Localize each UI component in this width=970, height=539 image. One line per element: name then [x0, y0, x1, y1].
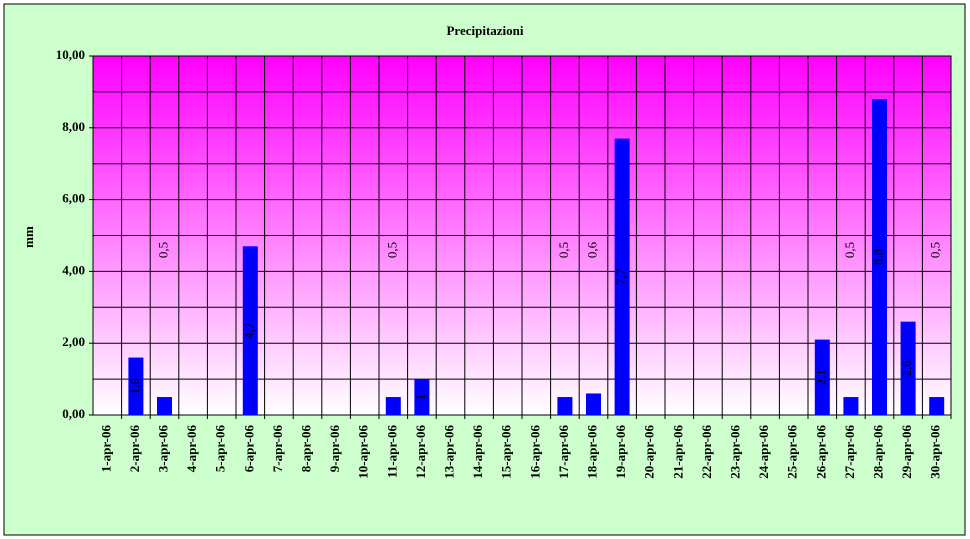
bar: [900, 321, 916, 415]
data-label: 4,7: [241, 322, 256, 339]
data-label: 0,5: [842, 242, 857, 258]
data-label: 0,5: [384, 242, 399, 258]
data-label: 1: [413, 394, 428, 401]
data-label: 0,5: [556, 242, 571, 258]
bar: [872, 99, 887, 415]
x-tick-label: 25-apr-06: [785, 425, 800, 479]
bar: [385, 397, 401, 415]
x-tick-label: 10-apr-06: [356, 425, 371, 479]
bar: [614, 138, 630, 415]
x-tick-label: 2-apr-06: [127, 425, 142, 473]
x-tick-label: 12-apr-06: [413, 425, 428, 479]
data-label: 8,8: [870, 249, 885, 265]
y-tick-label: 10,00: [56, 47, 85, 62]
x-tick-label: 9-apr-06: [327, 425, 342, 473]
data-label: 2,6: [899, 360, 914, 377]
data-label: 0,6: [584, 241, 599, 258]
x-tick-label: 20-apr-06: [642, 425, 657, 479]
chart-title: Precipitazioni: [446, 23, 523, 38]
x-tick-label: 17-apr-06: [556, 425, 571, 479]
x-tick-label: 26-apr-06: [813, 425, 828, 479]
data-label: 7,7: [613, 268, 628, 285]
x-tick-label: 1-apr-06: [98, 425, 113, 473]
y-tick-label: 4,00: [62, 262, 85, 277]
data-label: 1,6: [127, 378, 142, 395]
bar: [128, 357, 144, 415]
bar: [843, 397, 859, 415]
data-label: 0,5: [155, 242, 170, 258]
x-tick-label: 3-apr-06: [155, 425, 170, 473]
x-tick-label: 19-apr-06: [613, 425, 628, 479]
bar: [929, 397, 945, 415]
x-tick-label: 29-apr-06: [899, 425, 914, 479]
y-axis-title: mm: [21, 226, 36, 248]
x-tick-label: 13-apr-06: [441, 425, 456, 479]
x-tick-label: 15-apr-06: [499, 425, 514, 479]
x-tick-label: 18-apr-06: [584, 425, 599, 479]
bar: [814, 339, 830, 415]
x-tick-label: 30-apr-06: [928, 425, 943, 479]
x-tick-label: 23-apr-06: [727, 425, 742, 479]
x-tick-label: 27-apr-06: [842, 425, 857, 479]
x-tick-label: 7-apr-06: [270, 425, 285, 473]
plot-border: [92, 55, 952, 416]
y-tick-label: 0,00: [62, 406, 85, 421]
x-tick-label: 4-apr-06: [184, 425, 199, 473]
x-tick-label: 5-apr-06: [213, 425, 228, 473]
y-tick-label: 2,00: [62, 334, 85, 349]
x-tick-label: 16-apr-06: [527, 425, 542, 479]
y-tick-label: 6,00: [62, 191, 85, 206]
x-tick-label: 21-apr-06: [670, 425, 685, 479]
x-tick-label: 11-apr-06: [384, 425, 399, 478]
bar: [157, 397, 172, 415]
bar: [557, 397, 573, 415]
x-tick-label: 14-apr-06: [470, 425, 485, 479]
x-tick-label: 28-apr-06: [870, 425, 885, 479]
x-tick-label: 8-apr-06: [298, 425, 313, 473]
x-tick-label: 24-apr-06: [756, 425, 771, 479]
data-label: 2,1: [813, 369, 828, 385]
bar: [586, 393, 601, 415]
x-tick-label: 6-apr-06: [241, 425, 256, 473]
x-tick-label: 22-apr-06: [699, 425, 714, 479]
y-tick-label: 8,00: [62, 119, 85, 134]
bar: [414, 379, 430, 415]
bar: [242, 246, 258, 415]
data-label: 0,5: [928, 242, 943, 258]
